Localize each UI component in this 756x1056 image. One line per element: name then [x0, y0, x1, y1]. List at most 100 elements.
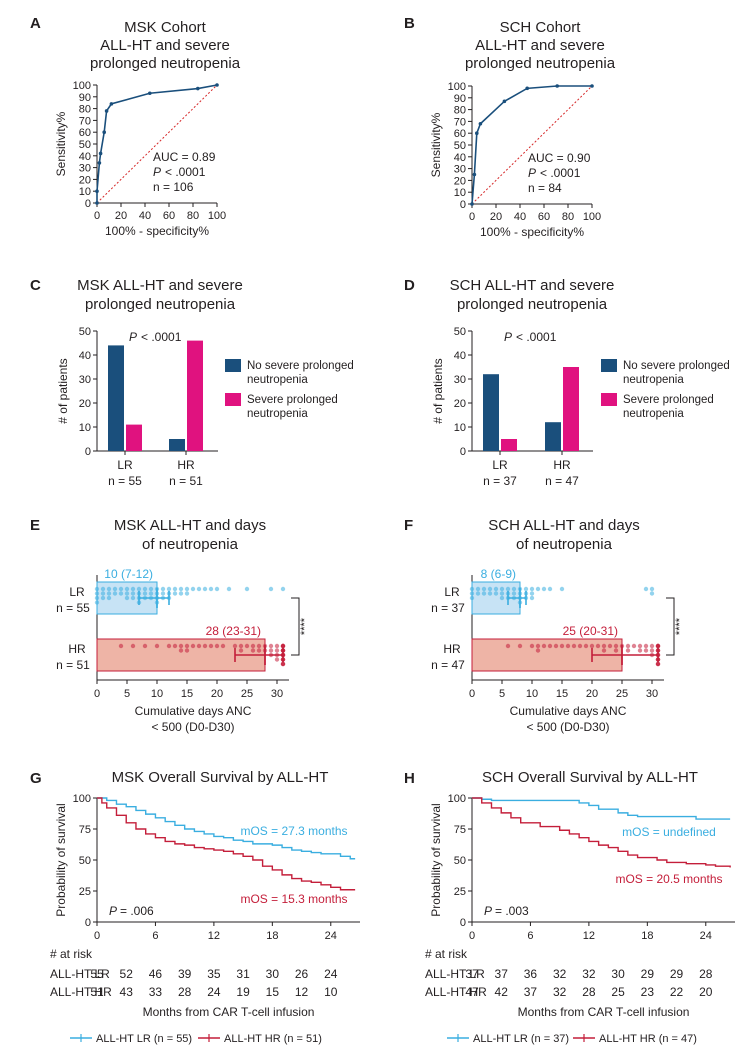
data-point-lr — [547, 586, 553, 592]
y-axis-label: Sensitivity% — [429, 112, 443, 177]
category-n-label: n = 55 — [108, 474, 142, 488]
chart-title: prolonged neutropenia — [457, 296, 608, 313]
data-point-lr — [184, 591, 190, 596]
data-point-hr — [274, 648, 280, 653]
category-n-label: n = 47 — [545, 474, 579, 488]
x-tick-label: 0 — [469, 688, 475, 700]
x-tick-label: 60 — [163, 210, 175, 222]
data-point-hr — [172, 643, 178, 649]
at-risk-row-label: ALL-HT LR — [50, 967, 110, 981]
at-risk-value: 43 — [120, 985, 134, 999]
x-tick-label: 0 — [94, 210, 100, 222]
data-point-hr — [565, 643, 571, 649]
roc-point — [555, 84, 559, 88]
y-tick-label: 100 — [448, 81, 466, 93]
p-value: = .003 — [495, 904, 529, 918]
x-tick-label: 0 — [94, 688, 100, 700]
p-prefix: P — [129, 330, 137, 344]
data-point-lr — [268, 586, 274, 592]
significance-stars: **** — [674, 617, 686, 635]
x-tick-label: 10 — [151, 688, 163, 700]
p-prefix: P — [153, 165, 161, 179]
at-risk-value: 25 — [611, 985, 625, 999]
data-point-hr — [142, 643, 148, 649]
median-iqr-label: 10 (7-12) — [104, 567, 153, 581]
data-point-lr — [559, 586, 565, 592]
data-point-lr — [130, 586, 136, 592]
data-point-hr — [268, 643, 274, 649]
data-point-hr — [625, 648, 631, 653]
days-panel-f: SCH ALL-HT and days of neutropenia 0 5 10 15 2… — [431, 517, 686, 734]
y-tick-label: 90 — [454, 93, 466, 105]
data-point-hr — [559, 643, 565, 649]
data-point-lr — [94, 600, 100, 605]
y-axis-label: # of patients — [431, 358, 445, 423]
at-risk-value: 12 — [295, 985, 309, 999]
data-point-lr — [100, 586, 106, 592]
panel-letter-h: H — [404, 770, 415, 787]
x-axis-label: 100% - specificity% — [480, 225, 584, 239]
p-value: < .0001 — [516, 330, 557, 344]
legend-label: No severe prolonged — [247, 360, 354, 372]
data-point-hr — [166, 643, 172, 649]
y-tick-label: 50 — [454, 855, 466, 867]
y-axis-label: Probability of survival — [54, 803, 68, 916]
data-point-hr — [238, 643, 244, 649]
chart-title: MSK ALL-HT and severe — [77, 277, 243, 294]
data-point-lr — [100, 595, 106, 601]
data-point-hr — [613, 648, 619, 653]
data-point-lr — [499, 595, 505, 601]
bar-panel-d: SCH ALL-HT and severe prolonged neutropen… — [431, 277, 730, 488]
y-tick-label: 10 — [79, 422, 91, 434]
data-point-hr — [178, 648, 184, 653]
at-risk-value: 37 — [495, 967, 509, 981]
data-point-lr — [487, 591, 493, 596]
data-point-hr — [220, 643, 226, 649]
data-point-lr — [523, 586, 529, 592]
bar-lr-severe — [126, 424, 142, 451]
x-axis-label: Cumulative days ANC — [135, 704, 252, 718]
roc-point — [525, 86, 529, 91]
p-value: < .0001 — [540, 166, 581, 180]
x-axis-label: Months from CAR T-cell infusion — [143, 1005, 315, 1019]
at-risk-value: 26 — [295, 967, 309, 981]
data-point-lr — [106, 595, 112, 601]
at-risk-value: 24 — [324, 967, 338, 981]
roc-point — [109, 102, 114, 106]
group-label: LR — [444, 585, 460, 599]
data-point-lr — [529, 595, 535, 601]
roc-point — [97, 161, 102, 165]
at-risk-value: 28 — [178, 985, 192, 999]
data-point-lr — [130, 591, 136, 596]
data-point-lr — [469, 595, 475, 601]
data-point-hr — [130, 643, 136, 649]
data-point-lr — [511, 586, 517, 592]
data-point-lr — [160, 586, 166, 592]
roc-point — [95, 189, 99, 193]
x-tick-label: 80 — [187, 210, 199, 222]
data-point-lr — [190, 586, 196, 592]
at-risk-value: 24 — [207, 985, 221, 999]
data-point-hr — [238, 648, 244, 653]
roc-point — [148, 91, 152, 96]
y-tick-label: 90 — [79, 92, 91, 104]
group-label: HR — [443, 642, 461, 656]
x-tick-label: 80 — [562, 211, 574, 223]
x-tick-label: 15 — [181, 688, 193, 700]
data-point-hr — [202, 643, 208, 649]
data-point-lr — [112, 591, 118, 596]
data-point-lr — [124, 586, 130, 592]
category-label: LR — [492, 458, 508, 472]
data-point-lr — [106, 591, 112, 596]
chart-title: MSK Cohort — [124, 19, 207, 36]
chart-title: prolonged neutropenia — [90, 55, 241, 72]
data-point-lr — [541, 586, 547, 592]
data-point-hr — [184, 648, 190, 653]
data-point-hr — [244, 643, 250, 649]
at-risk-value: 10 — [324, 985, 338, 999]
median-os-label: mOS = 20.5 months — [615, 872, 722, 886]
at-risk-value: 52 — [120, 967, 134, 981]
panel-letter-a: A — [30, 15, 41, 32]
survival-panel-g: MSK Overall Survival by ALL-HT0255075100… — [50, 769, 360, 1045]
y-tick-label: 40 — [454, 350, 466, 362]
